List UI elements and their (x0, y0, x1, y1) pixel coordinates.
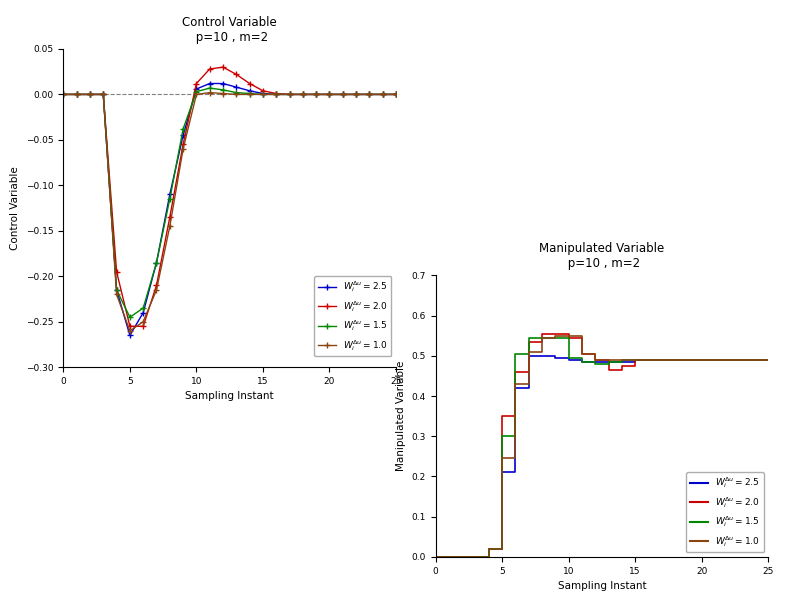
Legend: $W_i^{\Delta u} = 2.5$, $W_i^{\Delta u} = 2.0$, $W_i^{\Delta u} = 1.5$, $W_i^{\D: $W_i^{\Delta u} = 2.5$, $W_i^{\Delta u} … (314, 276, 391, 356)
Text: Diaz-Mendoza R. and Budman H: Diaz-Mendoza R. and Budman H (16, 591, 226, 604)
Title: Manipulated Variable
 p=10 , m=2: Manipulated Variable p=10 , m=2 (539, 242, 664, 270)
X-axis label: Sampling Instant: Sampling Instant (558, 581, 646, 591)
Legend: $W_i^{\Delta u} = 2.5$, $W_i^{\Delta u} = 2.0$, $W_i^{\Delta u} = 1.5$, $W_i^{\D: $W_i^{\Delta u} = 2.5$, $W_i^{\Delta u} … (687, 472, 763, 553)
Y-axis label: Manipulated Variable: Manipulated Variable (396, 361, 406, 471)
Title: Control Variable
 p=10 , m=2: Control Variable p=10 , m=2 (182, 16, 277, 43)
Text: Robust NMPC using Volterra Models and the SSV: Robust NMPC using Volterra Models and th… (325, 591, 662, 604)
Text: Case Studies   SISO: Case Studies SISO (310, 7, 482, 22)
X-axis label: Sampling Instant: Sampling Instant (185, 392, 274, 401)
Y-axis label: Control Variable: Control Variable (10, 166, 21, 250)
